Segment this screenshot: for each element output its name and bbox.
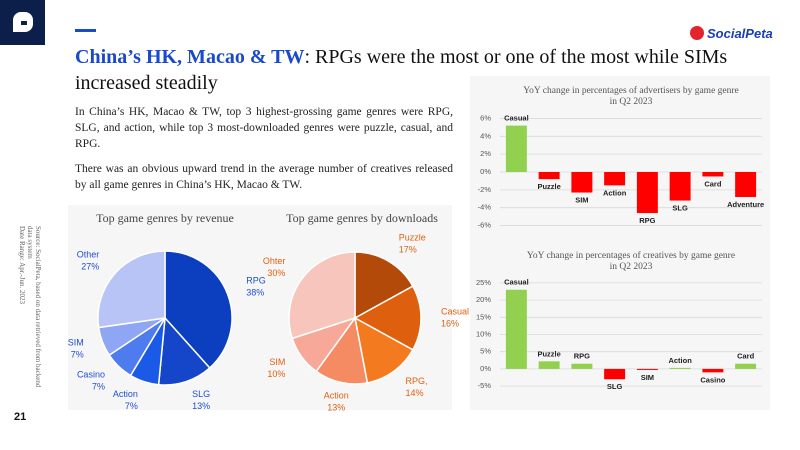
bar-label: Casino [700,375,725,384]
pie-label-value: 16% [441,318,459,328]
bar-title: YoY change in percentages of advertisers… [523,85,739,96]
pie-label-name: SIM [68,337,84,347]
bar [604,368,626,380]
y-tick-label: -5% [478,381,492,390]
bar [571,172,593,193]
brand-icon [690,26,704,40]
pie-label-value: 7% [71,349,84,359]
bar-label: SIM [641,373,654,382]
bar [604,172,626,186]
pie-label-value: 7% [125,401,138,411]
title-highlight: China’s HK, Macao & TW [75,46,305,68]
y-tick-label: 25% [476,278,491,287]
pie-label-value: 14% [406,388,424,398]
y-tick-label: 10% [476,329,491,338]
y-tick-label: -6% [478,221,492,230]
pie-slice [288,251,356,340]
pie-label-value: 10% [267,369,285,379]
bar-label: Action [668,356,692,365]
bar-label: RPG [639,216,655,225]
bar-title: YoY change in percentages of creatives b… [527,250,735,261]
bar [505,289,527,369]
y-tick-label: 0% [480,167,491,176]
paragraph: There was an obvious upward trend in the… [75,163,453,191]
title-rest: : RPGs were the most or one of the most … [75,46,728,94]
pie-label-value: 7% [92,381,105,391]
brand: SocialPeta [690,26,773,41]
pie-label-name: Casual [441,306,469,316]
title-accent [75,29,96,32]
bar-label: Casual [504,114,529,123]
bar [505,125,527,172]
logo-box [0,0,45,45]
paragraph: In China’s HK, Macao & TW, top 3 highest… [75,106,453,150]
brand-text: SocialPeta [707,26,773,41]
bar [669,172,691,201]
page-number: 21 [14,411,27,423]
bar-label: Adventure [727,200,764,209]
pie-title: Top game genres by downloads [286,211,438,225]
y-tick-label: -4% [478,203,492,212]
pie-label-name: RPG, [406,376,428,386]
pie-label-name: SIM [269,357,285,367]
pie-title: Top game genres by revenue [96,211,234,225]
pie-slice [157,316,211,386]
pie-label-name: SLG [192,389,210,399]
pie-slice [353,316,414,384]
bar [702,368,724,373]
bar-label: SLG [672,204,688,213]
bar [636,172,658,214]
bar [636,368,658,370]
bar-label: Puzzle [537,349,560,358]
bar [538,172,560,180]
bar-label: Card [737,352,755,361]
y-tick-label: 15% [476,312,491,321]
pie-label-value: 13% [192,401,210,411]
y-tick-label: 4% [480,131,491,140]
pie-slice [164,250,233,369]
bar-label: SLG [607,382,623,391]
bar-label: SIM [575,196,588,205]
pie-slice [97,250,166,329]
pie-label-name: Action [324,390,349,400]
pie-label-value: 30% [267,268,285,278]
y-tick-label: 2% [480,149,491,158]
bar-label: Casual [504,278,529,287]
bar-title: in Q2 2023 [610,262,653,272]
pie-label-value: 27% [81,261,99,271]
bar [735,363,757,369]
y-tick-label: 5% [480,347,491,356]
pie-label-name: Action [113,389,138,399]
pie-slice [354,251,414,320]
y-tick-label: 0% [480,364,491,373]
slide-title: China’s HK, Macao & TW: RPGs were the mo… [75,44,775,96]
y-tick-label: 20% [476,295,491,304]
bar-label: RPG [574,352,590,361]
pie-label-value: 17% [399,244,417,254]
pie-label-value: 13% [327,402,345,412]
bar [702,172,724,177]
pie-slice [353,285,422,351]
bar-label: Action [603,188,627,197]
bar [669,367,691,369]
pie-label-value: 38% [246,287,264,297]
bar [538,361,560,369]
pie-label-name: RPG [246,275,266,285]
pie-label-name: Casino [77,369,105,379]
bar [571,363,593,369]
pie-label-name: Other [77,249,100,259]
bar [735,172,757,197]
y-tick-label: 6% [480,113,491,122]
pie-label-name: Ohter [263,256,286,266]
pie-label-name: Puzzle [399,232,426,242]
bar-title: in Q2 2023 [610,97,653,107]
logo-icon [13,12,33,32]
bar-label: Puzzle [537,182,560,191]
y-tick-label: -2% [478,185,492,194]
bar-label: Card [704,179,722,188]
